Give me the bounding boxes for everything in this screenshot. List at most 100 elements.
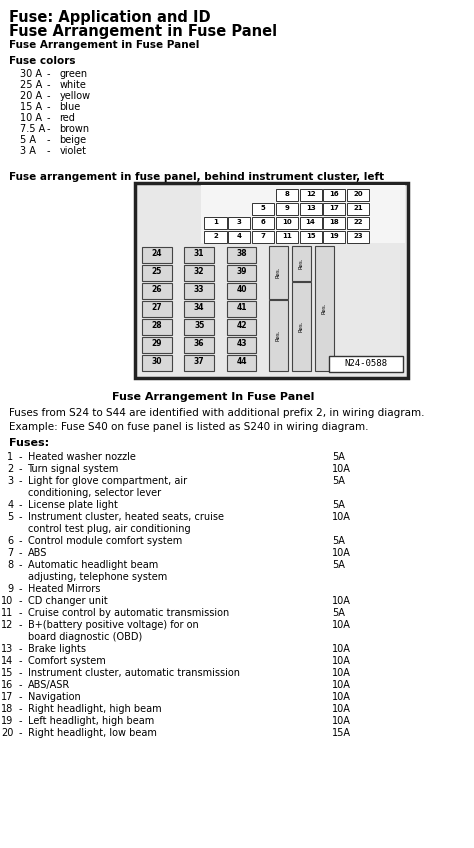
Bar [142, 265, 172, 281]
Bar [142, 301, 172, 317]
Text: 15A: 15A [332, 728, 351, 738]
Text: 38: 38 [236, 249, 247, 259]
Bar [300, 203, 321, 215]
Text: 4: 4 [7, 500, 13, 510]
Text: Instrument cluster, heated seats, cruise: Instrument cluster, heated seats, cruise [27, 512, 224, 522]
Text: 25 A: 25 A [20, 80, 43, 90]
Text: red: red [59, 113, 75, 123]
Bar [292, 246, 311, 281]
Bar [276, 217, 298, 229]
Text: 42: 42 [236, 321, 247, 331]
Text: -: - [18, 644, 22, 654]
Text: 10A: 10A [332, 656, 351, 666]
Text: 29: 29 [152, 339, 162, 349]
Text: Light for glove compartment, air: Light for glove compartment, air [27, 476, 187, 486]
Text: -: - [18, 716, 22, 726]
Text: 5: 5 [7, 512, 13, 522]
Text: 3 A: 3 A [20, 146, 36, 156]
Text: -: - [18, 692, 22, 702]
Text: -: - [18, 584, 22, 594]
Text: -: - [18, 548, 22, 558]
Bar [252, 203, 274, 215]
Text: License plate light: License plate light [27, 500, 118, 510]
Text: Fuse Arrangement in Fuse Panel: Fuse Arrangement in Fuse Panel [9, 40, 200, 50]
Text: Cruise control by automatic transmission: Cruise control by automatic transmission [27, 608, 229, 618]
Text: 10A: 10A [332, 680, 351, 690]
Text: Fuses:: Fuses: [9, 438, 49, 448]
Text: 5A: 5A [332, 608, 345, 618]
Text: 17: 17 [329, 205, 339, 211]
Text: 36: 36 [194, 339, 204, 349]
Bar [227, 265, 256, 281]
Text: -: - [18, 560, 22, 570]
Bar [347, 203, 369, 215]
Bar [184, 265, 214, 281]
Bar [228, 231, 250, 243]
Text: 5A: 5A [332, 452, 345, 462]
Text: 15 A: 15 A [20, 102, 43, 112]
Bar [184, 319, 214, 335]
Bar [227, 301, 256, 317]
Bar [328, 356, 403, 372]
Text: violet: violet [59, 146, 86, 156]
Text: 10: 10 [1, 596, 13, 606]
Text: Brake lights: Brake lights [27, 644, 85, 654]
Bar [227, 319, 256, 335]
Text: 10A: 10A [332, 620, 351, 630]
Text: Automatic headlight beam: Automatic headlight beam [27, 560, 158, 570]
Text: 11: 11 [1, 608, 13, 618]
Text: Fuses from S24 to S44 are identified with additional prefix 2, in wiring diagram: Fuses from S24 to S44 are identified wit… [9, 408, 425, 418]
Text: 20: 20 [1, 728, 13, 738]
Bar [300, 189, 321, 201]
Bar [276, 231, 298, 243]
Text: 20 A: 20 A [20, 91, 43, 101]
Text: 31: 31 [194, 249, 204, 259]
Bar [292, 282, 311, 371]
Text: Instrument cluster, automatic transmission: Instrument cluster, automatic transmissi… [27, 668, 239, 678]
Text: -: - [18, 704, 22, 714]
Text: 10 A: 10 A [20, 113, 43, 123]
Text: 10A: 10A [332, 464, 351, 474]
Text: 39: 39 [236, 267, 247, 276]
Text: 16: 16 [329, 191, 339, 197]
Text: 3: 3 [7, 476, 13, 486]
Text: 37: 37 [194, 358, 204, 366]
Text: 10A: 10A [332, 596, 351, 606]
Text: 12: 12 [306, 191, 315, 197]
Text: 8: 8 [284, 191, 289, 197]
Bar [252, 217, 274, 229]
Bar [300, 231, 321, 243]
Text: 17: 17 [1, 692, 13, 702]
Text: 7: 7 [261, 233, 265, 239]
Text: 40: 40 [236, 286, 247, 294]
Text: -: - [18, 728, 22, 738]
Text: yellow: yellow [59, 91, 91, 101]
Text: 5A: 5A [332, 500, 345, 510]
Text: 5: 5 [261, 205, 265, 211]
Text: 10A: 10A [332, 548, 351, 558]
Text: 5A: 5A [332, 536, 345, 546]
Text: -: - [47, 102, 50, 112]
Text: 10: 10 [282, 219, 292, 225]
Bar [347, 189, 369, 201]
Bar [252, 231, 274, 243]
Text: conditioning, selector lever: conditioning, selector lever [27, 488, 161, 498]
Text: Fuse colors: Fuse colors [9, 56, 75, 66]
Bar [135, 183, 408, 378]
Text: B+(battery positive voltage) for on: B+(battery positive voltage) for on [27, 620, 198, 630]
Text: Control module comfort system: Control module comfort system [27, 536, 182, 546]
Text: 43: 43 [236, 339, 247, 349]
Text: adjusting, telephone system: adjusting, telephone system [27, 572, 167, 582]
Text: 18: 18 [1, 704, 13, 714]
Text: 2: 2 [7, 464, 13, 474]
Text: 8: 8 [7, 560, 13, 570]
Text: 11: 11 [282, 233, 292, 239]
Text: 41: 41 [236, 304, 247, 313]
Text: 13: 13 [1, 644, 13, 654]
Text: blue: blue [59, 102, 81, 112]
Text: 5A: 5A [332, 476, 345, 486]
Text: white: white [59, 80, 86, 90]
Text: 22: 22 [354, 219, 363, 225]
Text: 33: 33 [194, 286, 204, 294]
Text: Navigation: Navigation [27, 692, 80, 702]
